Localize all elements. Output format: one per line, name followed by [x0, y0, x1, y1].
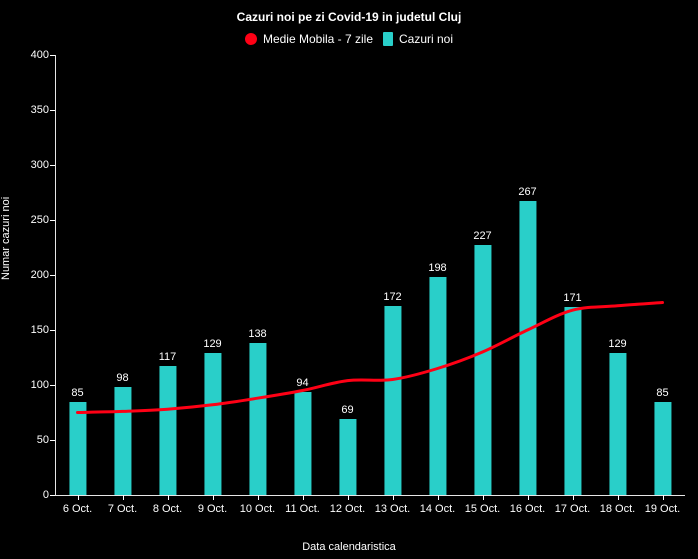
y-tick: [50, 330, 55, 331]
x-tick: [78, 495, 79, 500]
bar: [384, 306, 401, 495]
x-tick: [168, 495, 169, 500]
legend-swatch-line: [245, 33, 257, 45]
x-tick-label: 15 Oct.: [465, 503, 500, 515]
x-tick-label: 12 Oct.: [330, 503, 365, 515]
x-tick: [573, 495, 574, 500]
bar: [339, 419, 356, 495]
x-tick: [438, 495, 439, 500]
legend-item-line: Medie Mobila - 7 zile: [245, 32, 373, 46]
bar-value-label: 117: [159, 351, 177, 363]
x-tick-label: 7 Oct.: [108, 503, 137, 515]
y-axis-label: Numar cazuri noi: [0, 196, 12, 279]
legend: Medie Mobila - 7 zile Cazuri noi: [0, 32, 698, 46]
y-tick: [50, 165, 55, 166]
legend-label-bars: Cazuri noi: [399, 32, 453, 46]
x-tick-label: 9 Oct.: [198, 503, 227, 515]
x-tick-label: 11 Oct.: [285, 503, 320, 515]
x-tick-label: 10 Oct.: [240, 503, 275, 515]
bar-value-label: 198: [428, 262, 446, 274]
x-axis: [55, 495, 685, 496]
bar: [474, 245, 491, 495]
y-tick-label: 400: [21, 49, 49, 61]
x-tick: [618, 495, 619, 500]
y-tick: [50, 440, 55, 441]
bar-value-label: 129: [608, 338, 626, 350]
plot-area: 050100150200250300350400856 Oct.987 Oct.…: [55, 55, 685, 495]
chart-title: Cazuri noi pe zi Covid-19 in judetul Clu…: [0, 10, 698, 24]
y-tick-label: 200: [21, 269, 49, 281]
y-tick-label: 250: [21, 214, 49, 226]
x-tick: [663, 495, 664, 500]
bar-value-label: 98: [116, 372, 128, 384]
line-series: [55, 55, 685, 495]
x-tick-label: 8 Oct.: [153, 503, 182, 515]
y-tick-label: 300: [21, 159, 49, 171]
x-tick-label: 16 Oct.: [510, 503, 545, 515]
bar: [204, 353, 221, 495]
bar-value-label: 94: [296, 377, 308, 389]
bar: [654, 402, 671, 496]
y-tick-label: 100: [21, 379, 49, 391]
bar: [519, 201, 536, 495]
x-tick: [348, 495, 349, 500]
bar-value-label: 85: [71, 387, 83, 399]
bar-value-label: 129: [203, 338, 221, 350]
bar: [609, 353, 626, 495]
y-tick-label: 0: [21, 489, 49, 501]
bar-value-label: 85: [656, 387, 668, 399]
y-tick: [50, 275, 55, 276]
x-tick-label: 19 Oct.: [645, 503, 680, 515]
chart-container: Cazuri noi pe zi Covid-19 in judetul Clu…: [0, 0, 698, 559]
x-axis-label: Data calendaristica: [0, 541, 698, 553]
legend-swatch-bars: [383, 32, 393, 46]
y-axis: [55, 55, 56, 495]
y-tick: [50, 220, 55, 221]
bar: [249, 343, 266, 495]
x-tick: [483, 495, 484, 500]
y-tick-label: 50: [21, 434, 49, 446]
x-tick-label: 18 Oct.: [600, 503, 635, 515]
x-tick: [528, 495, 529, 500]
legend-item-bars: Cazuri noi: [383, 32, 453, 46]
bar: [114, 387, 131, 495]
bar: [69, 402, 86, 496]
bar-value-label: 138: [248, 328, 266, 340]
y-tick: [50, 55, 55, 56]
bar: [429, 277, 446, 495]
bar-value-label: 227: [473, 230, 491, 242]
x-tick: [213, 495, 214, 500]
x-tick: [123, 495, 124, 500]
bar: [564, 307, 581, 495]
x-tick: [258, 495, 259, 500]
bar-value-label: 172: [383, 291, 401, 303]
bar-value-label: 267: [518, 186, 536, 198]
bar: [159, 366, 176, 495]
x-tick-label: 17 Oct.: [555, 503, 590, 515]
bar-value-label: 171: [563, 292, 581, 304]
bar: [294, 392, 311, 495]
legend-label-line: Medie Mobila - 7 zile: [263, 32, 373, 46]
y-tick-label: 150: [21, 324, 49, 336]
x-tick: [393, 495, 394, 500]
x-tick-label: 13 Oct.: [375, 503, 410, 515]
bar-value-label: 69: [341, 404, 353, 416]
y-tick: [50, 110, 55, 111]
x-tick-label: 14 Oct.: [420, 503, 455, 515]
x-tick-label: 6 Oct.: [63, 503, 92, 515]
x-tick: [303, 495, 304, 500]
y-tick-label: 350: [21, 104, 49, 116]
y-tick: [50, 495, 55, 496]
y-tick: [50, 385, 55, 386]
